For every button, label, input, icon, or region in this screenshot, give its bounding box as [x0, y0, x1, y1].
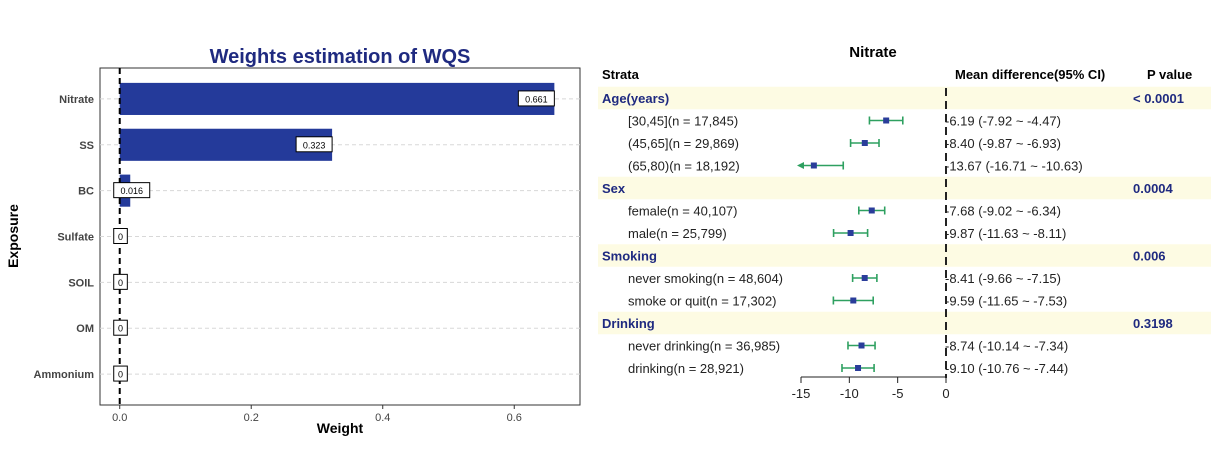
- data-label-text: 0.016: [120, 186, 143, 196]
- x-tick-label: 0.0: [112, 412, 127, 424]
- point-estimate: [883, 117, 890, 124]
- forest-title: Nitrate: [849, 44, 897, 61]
- x-tick-label: -15: [792, 386, 811, 401]
- data-label: 0.661: [517, 90, 555, 107]
- point-estimate: [861, 275, 868, 281]
- data-label-box: [113, 228, 128, 244]
- point-estimate: [858, 342, 865, 349]
- point-estimate: [847, 230, 854, 236]
- x-tick-label: 0: [942, 386, 949, 401]
- group-row-background: [598, 86, 1211, 110]
- header-pvalue: P value: [1147, 67, 1192, 82]
- subgroup-label: (65,80)(n = 18,192): [628, 159, 740, 174]
- point-estimate: [850, 297, 857, 304]
- weights-chart: Weights estimation of WQS Exposure Weigh…: [5, 46, 581, 436]
- x-tick-label: -10: [840, 386, 859, 401]
- subgroup-label: drinking(n = 28,921): [628, 361, 744, 376]
- subgroup-label: [30,45](n = 17,845): [628, 114, 738, 129]
- group-label: Age(years): [602, 91, 669, 106]
- data-label-box: [113, 319, 128, 336]
- y-tick-label: Sulfate: [57, 232, 94, 244]
- data-label: 0.323: [295, 136, 333, 153]
- x-tick-label: -5: [892, 386, 904, 401]
- y-tick-label: SOIL: [68, 277, 94, 289]
- subgroup-label: never drinking(n = 36,985): [628, 339, 780, 354]
- data-label: 0: [113, 273, 128, 290]
- data-label-box: [517, 90, 555, 107]
- subgroup-label: male(n = 25,799): [628, 226, 727, 241]
- estimate-text: -9.10 (-10.76 ~ -7.44): [945, 361, 1068, 376]
- group-row-background: [598, 176, 1211, 200]
- point-estimate: [810, 162, 817, 169]
- chart-title: Weights estimation of WQS: [210, 46, 471, 68]
- data-label-box: [113, 182, 151, 199]
- data-label: 0: [113, 228, 128, 244]
- y-tick-label: Ammonium: [34, 369, 95, 381]
- data-label-box: [113, 365, 128, 382]
- group-label: Smoking: [602, 249, 657, 264]
- point-estimate: [861, 140, 868, 146]
- header-strata: Strata: [602, 67, 640, 82]
- header-mean-difference: Mean difference(95% CI): [955, 67, 1105, 82]
- y-tick-label: Nitrate: [59, 94, 94, 106]
- estimate-text: -6.19 (-7.92 ~ -4.47): [945, 114, 1061, 129]
- estimate-text: -7.68 (-9.02 ~ -6.34): [945, 204, 1061, 219]
- estimate-text: -9.59 (-11.65 ~ -7.53): [945, 294, 1067, 309]
- group-row-background: [598, 244, 1211, 267]
- point-estimate: [868, 207, 875, 214]
- group-pvalue: 0.006: [1133, 249, 1166, 264]
- data-label-text: 0: [118, 278, 123, 288]
- estimate-text: -8.74 (-10.14 ~ -7.34): [945, 339, 1068, 354]
- subgroup-label: (45,65](n = 29,869): [628, 136, 739, 151]
- subgroup-label: female(n = 40,107): [628, 204, 737, 219]
- group-label: Drinking: [602, 316, 655, 331]
- data-label-box: [295, 136, 333, 153]
- x-axis-label: Weight: [317, 420, 364, 436]
- data-label: 0: [113, 365, 128, 382]
- forest-plot-panel: Nitrate Strata Mean difference(95% CI) P…: [590, 0, 1213, 450]
- data-label-text: 0: [118, 232, 123, 242]
- ci-arrow: [797, 162, 804, 169]
- group-pvalue: 0.0004: [1133, 181, 1174, 196]
- data-label: 0: [113, 319, 128, 336]
- x-tick-label: 0.4: [375, 412, 390, 424]
- estimate-text: -8.41 (-9.66 ~ -7.15): [945, 271, 1061, 286]
- data-label: 0.016: [113, 182, 151, 199]
- estimate-text: -8.40 (-9.87 ~ -6.93): [945, 136, 1061, 151]
- data-label-text: 0: [118, 370, 123, 380]
- y-tick-label: OM: [76, 323, 94, 335]
- estimate-text: -13.67 (-16.71 ~ -10.63): [945, 159, 1083, 174]
- group-label: Sex: [602, 181, 626, 196]
- y-tick-label: SS: [79, 140, 94, 152]
- subgroup-label: never smoking(n = 48,604): [628, 271, 783, 286]
- group-pvalue: 0.3198: [1133, 316, 1173, 331]
- data-label-text: 0: [118, 324, 123, 334]
- y-tick-label: BC: [78, 186, 94, 198]
- estimate-text: -9.87 (-11.63 ~ -8.11): [945, 226, 1066, 241]
- y-axis-label: Exposure: [5, 204, 21, 268]
- x-tick-label: 0.6: [507, 412, 522, 424]
- data-label-text: 0.323: [303, 140, 326, 150]
- point-estimate: [855, 365, 862, 371]
- x-tick-label: 0.2: [244, 412, 259, 424]
- data-label-box: [113, 273, 128, 290]
- forest-plot: Nitrate Strata Mean difference(95% CI) P…: [598, 44, 1211, 401]
- subgroup-label: smoke or quit(n = 17,302): [628, 294, 777, 309]
- data-label-text: 0.661: [525, 94, 548, 104]
- bar: [119, 82, 555, 115]
- weights-chart-panel: Weights estimation of WQS Exposure Weigh…: [0, 0, 590, 450]
- group-row-background: [598, 311, 1211, 335]
- group-pvalue: < 0.0001: [1133, 91, 1184, 106]
